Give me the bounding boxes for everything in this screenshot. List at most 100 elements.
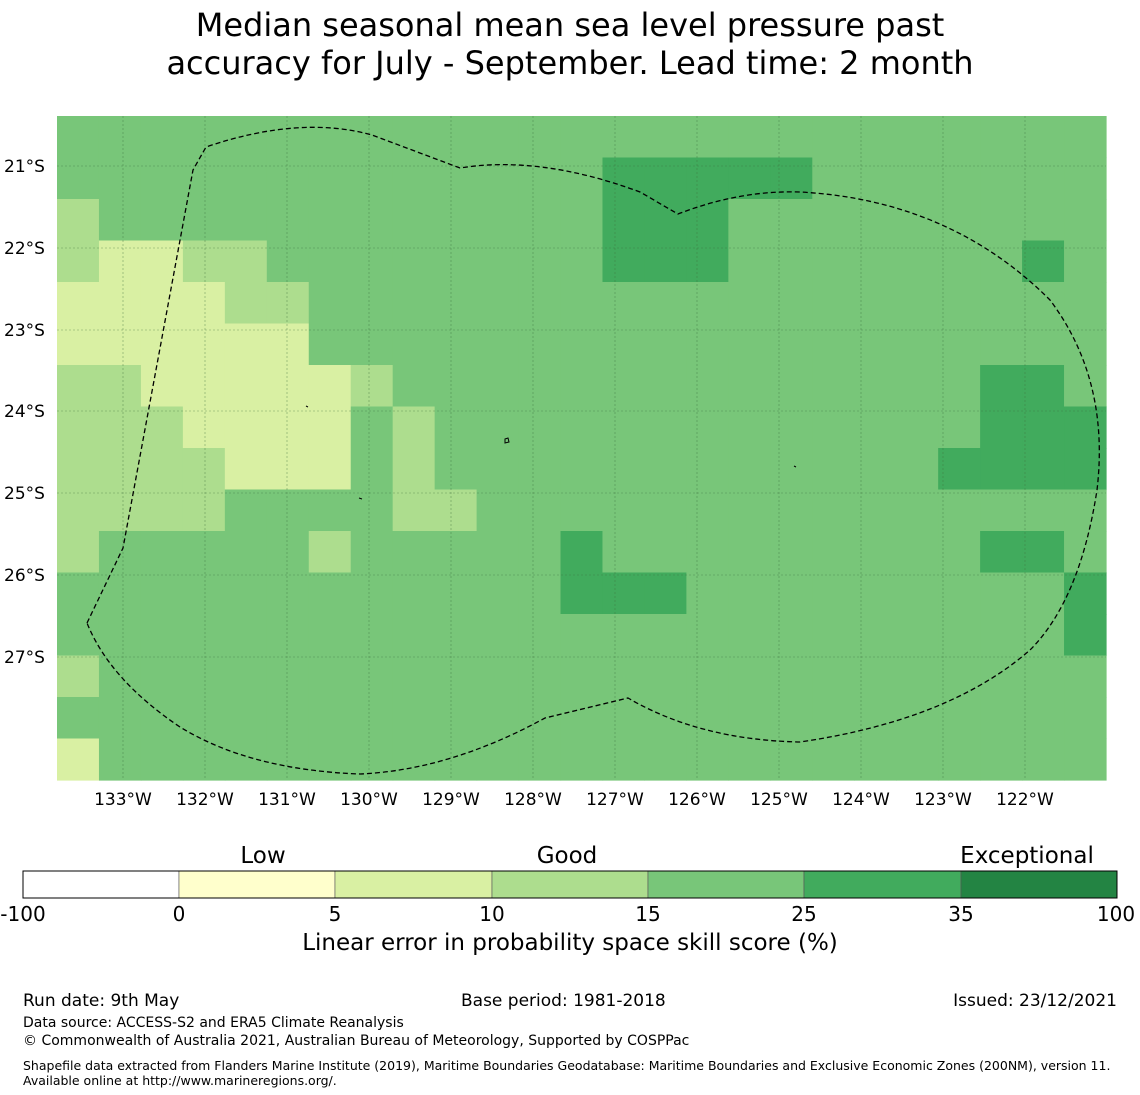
skill-cell bbox=[57, 489, 100, 532]
colorbar-label-exceptional: Exceptional bbox=[960, 843, 1094, 869]
skill-cell bbox=[308, 240, 352, 283]
colorbar-title: Linear error in probability space skill … bbox=[302, 930, 838, 956]
skill-cell bbox=[98, 489, 142, 532]
map-panel: 133°W 132°W 131°W 130°W 129°W 128°W 127°W 126°W… bbox=[4, 116, 1107, 810]
skill-cell bbox=[350, 323, 394, 366]
skill-cell bbox=[98, 406, 142, 449]
skill-cell bbox=[560, 116, 604, 159]
skill-cell bbox=[644, 655, 687, 698]
skill-cell bbox=[140, 157, 184, 200]
skill-cell bbox=[560, 572, 604, 615]
skill-cell bbox=[854, 531, 897, 574]
skill-cell bbox=[182, 157, 226, 200]
skill-cell bbox=[560, 157, 604, 200]
skill-cell bbox=[812, 157, 855, 200]
skill-cell bbox=[518, 655, 562, 698]
skill-cell bbox=[434, 655, 478, 698]
skill-cell bbox=[57, 448, 100, 491]
skill-cell bbox=[812, 489, 855, 532]
skill-cell bbox=[140, 531, 184, 574]
skill-cell bbox=[350, 240, 394, 283]
skill-cell bbox=[182, 489, 226, 532]
skill-cell bbox=[476, 531, 520, 574]
skill-cell bbox=[728, 614, 771, 657]
skill-cell bbox=[1022, 697, 1065, 740]
skill-cell bbox=[854, 655, 897, 698]
skill-cell bbox=[434, 738, 478, 781]
skill-cell bbox=[938, 655, 981, 698]
skill-cell bbox=[350, 738, 394, 781]
skill-cell bbox=[308, 116, 352, 159]
skill-cell bbox=[812, 406, 855, 449]
skill-map: 133°W 132°W 131°W 130°W 129°W 128°W 127°W 126°W… bbox=[4, 116, 1107, 810]
skill-cell bbox=[476, 489, 520, 532]
skill-cell bbox=[392, 116, 436, 159]
skill-cell bbox=[392, 365, 436, 408]
skill-cell bbox=[770, 240, 813, 283]
skill-cell bbox=[938, 448, 981, 491]
skill-cell bbox=[1064, 655, 1107, 698]
skill-cell bbox=[686, 531, 729, 574]
skill-cell bbox=[560, 240, 604, 283]
skill-cell bbox=[728, 365, 771, 408]
skill-cell bbox=[980, 240, 1023, 283]
skill-cell bbox=[224, 240, 268, 283]
skill-cell bbox=[182, 406, 226, 449]
skill-cell bbox=[308, 365, 352, 408]
skill-cell bbox=[518, 282, 562, 325]
skill-cell bbox=[602, 614, 646, 657]
longitude-label: 132°W bbox=[176, 790, 234, 810]
skill-cell bbox=[1064, 199, 1107, 242]
skill-cell bbox=[602, 738, 646, 781]
longitude-label: 125°W bbox=[750, 790, 808, 810]
skill-cell bbox=[1064, 240, 1107, 283]
skill-cell bbox=[812, 572, 855, 615]
skill-cell bbox=[938, 116, 981, 159]
colorbar-border bbox=[22, 870, 1118, 899]
latitude-label: 27°S bbox=[4, 648, 45, 668]
skill-cell bbox=[560, 282, 604, 325]
skill-cell bbox=[602, 282, 646, 325]
skill-cell bbox=[434, 697, 478, 740]
colorbar-tick: 5 bbox=[328, 902, 342, 926]
eez-boundary bbox=[86, 126, 1100, 775]
skill-cell bbox=[518, 365, 562, 408]
skill-cell bbox=[266, 406, 310, 449]
skill-cell bbox=[602, 240, 646, 283]
skill-cell bbox=[308, 697, 352, 740]
skill-cell bbox=[854, 240, 897, 283]
skill-cell bbox=[728, 655, 771, 698]
skill-cell bbox=[518, 697, 562, 740]
skill-cell bbox=[224, 697, 268, 740]
skill-cell bbox=[266, 489, 310, 532]
skill-cell bbox=[392, 282, 436, 325]
skill-cell bbox=[1022, 365, 1065, 408]
skill-cell bbox=[812, 531, 855, 574]
skill-cell bbox=[140, 365, 184, 408]
skill-cell bbox=[140, 199, 184, 242]
colorbar-tick: 10 bbox=[479, 902, 505, 926]
longitude-label: 129°W bbox=[422, 790, 480, 810]
skill-cell bbox=[770, 116, 813, 159]
skill-cell bbox=[644, 199, 687, 242]
skill-cell bbox=[560, 323, 604, 366]
skill-cell bbox=[308, 282, 352, 325]
skill-cell bbox=[266, 738, 310, 781]
skill-cell bbox=[308, 614, 352, 657]
skill-cell bbox=[644, 531, 687, 574]
skill-cell bbox=[938, 365, 981, 408]
skill-cell bbox=[644, 323, 687, 366]
skill-cell bbox=[896, 448, 939, 491]
skill-cell bbox=[1064, 323, 1107, 366]
skill-cell bbox=[854, 697, 897, 740]
base-period: Base period: 1981-2018 bbox=[461, 991, 666, 1011]
skill-cell bbox=[1064, 614, 1107, 657]
skill-cell bbox=[686, 572, 729, 615]
skill-cell bbox=[686, 157, 729, 200]
skill-cell bbox=[350, 365, 394, 408]
skill-cell bbox=[770, 365, 813, 408]
skill-cell bbox=[686, 199, 729, 242]
skill-cell bbox=[350, 614, 394, 657]
skill-cell bbox=[140, 697, 184, 740]
skill-cell bbox=[770, 157, 813, 200]
